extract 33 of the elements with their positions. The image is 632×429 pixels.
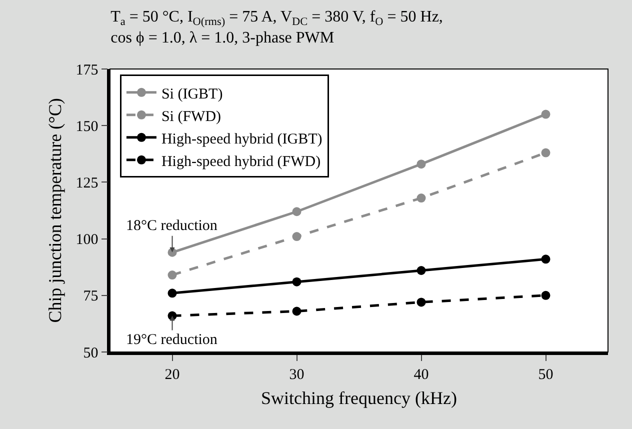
y-tick-label: 175 bbox=[76, 62, 98, 78]
point bbox=[168, 270, 177, 280]
x-axis-title: Switching frequency (kHz) bbox=[261, 388, 457, 408]
y-tick-label: 150 bbox=[76, 118, 98, 135]
annotation: 19°C reduction bbox=[126, 332, 218, 348]
point bbox=[168, 288, 177, 298]
y-tick-label: 50 bbox=[83, 345, 98, 362]
point bbox=[416, 298, 426, 307]
legend-label: High-speed hybrid (IGBT) bbox=[161, 131, 322, 148]
y-tick-label: 125 bbox=[76, 175, 98, 192]
y-tick-label: 100 bbox=[76, 232, 98, 248]
x-tick-label: 30 bbox=[289, 366, 304, 383]
point bbox=[541, 110, 550, 119]
y-tick-label: 75 bbox=[83, 288, 98, 305]
x-tick-label: 40 bbox=[414, 366, 429, 383]
point bbox=[292, 207, 302, 216]
legend-label: Si (FWD) bbox=[161, 108, 222, 125]
legend-label: High-speed hybrid (FWD) bbox=[161, 154, 321, 170]
point bbox=[292, 277, 302, 286]
point bbox=[292, 232, 302, 242]
point bbox=[541, 254, 550, 264]
point bbox=[416, 266, 426, 275]
annotation: 18°C reduction bbox=[126, 218, 218, 234]
x-tick-label: 50 bbox=[538, 366, 554, 383]
x-tick-label: 20 bbox=[164, 366, 180, 383]
point bbox=[416, 194, 426, 203]
point bbox=[416, 160, 426, 169]
legend-label: Si (IGBT) bbox=[161, 86, 223, 102]
point bbox=[541, 148, 550, 158]
chart-title: T$_{a}$ = 50 °C, I$_{O(rms)}$ = 75 A, V$_{DC}$ = 380 V, f$_{O}$ = 50 Hz, cos ϕ = 1.0, λ = 1.0, 3-phase PWM bbox=[110, 8, 443, 46]
point bbox=[292, 306, 302, 316]
y-axis-title: Chip junction temperature (°C) bbox=[44, 98, 65, 323]
point bbox=[541, 290, 550, 300]
